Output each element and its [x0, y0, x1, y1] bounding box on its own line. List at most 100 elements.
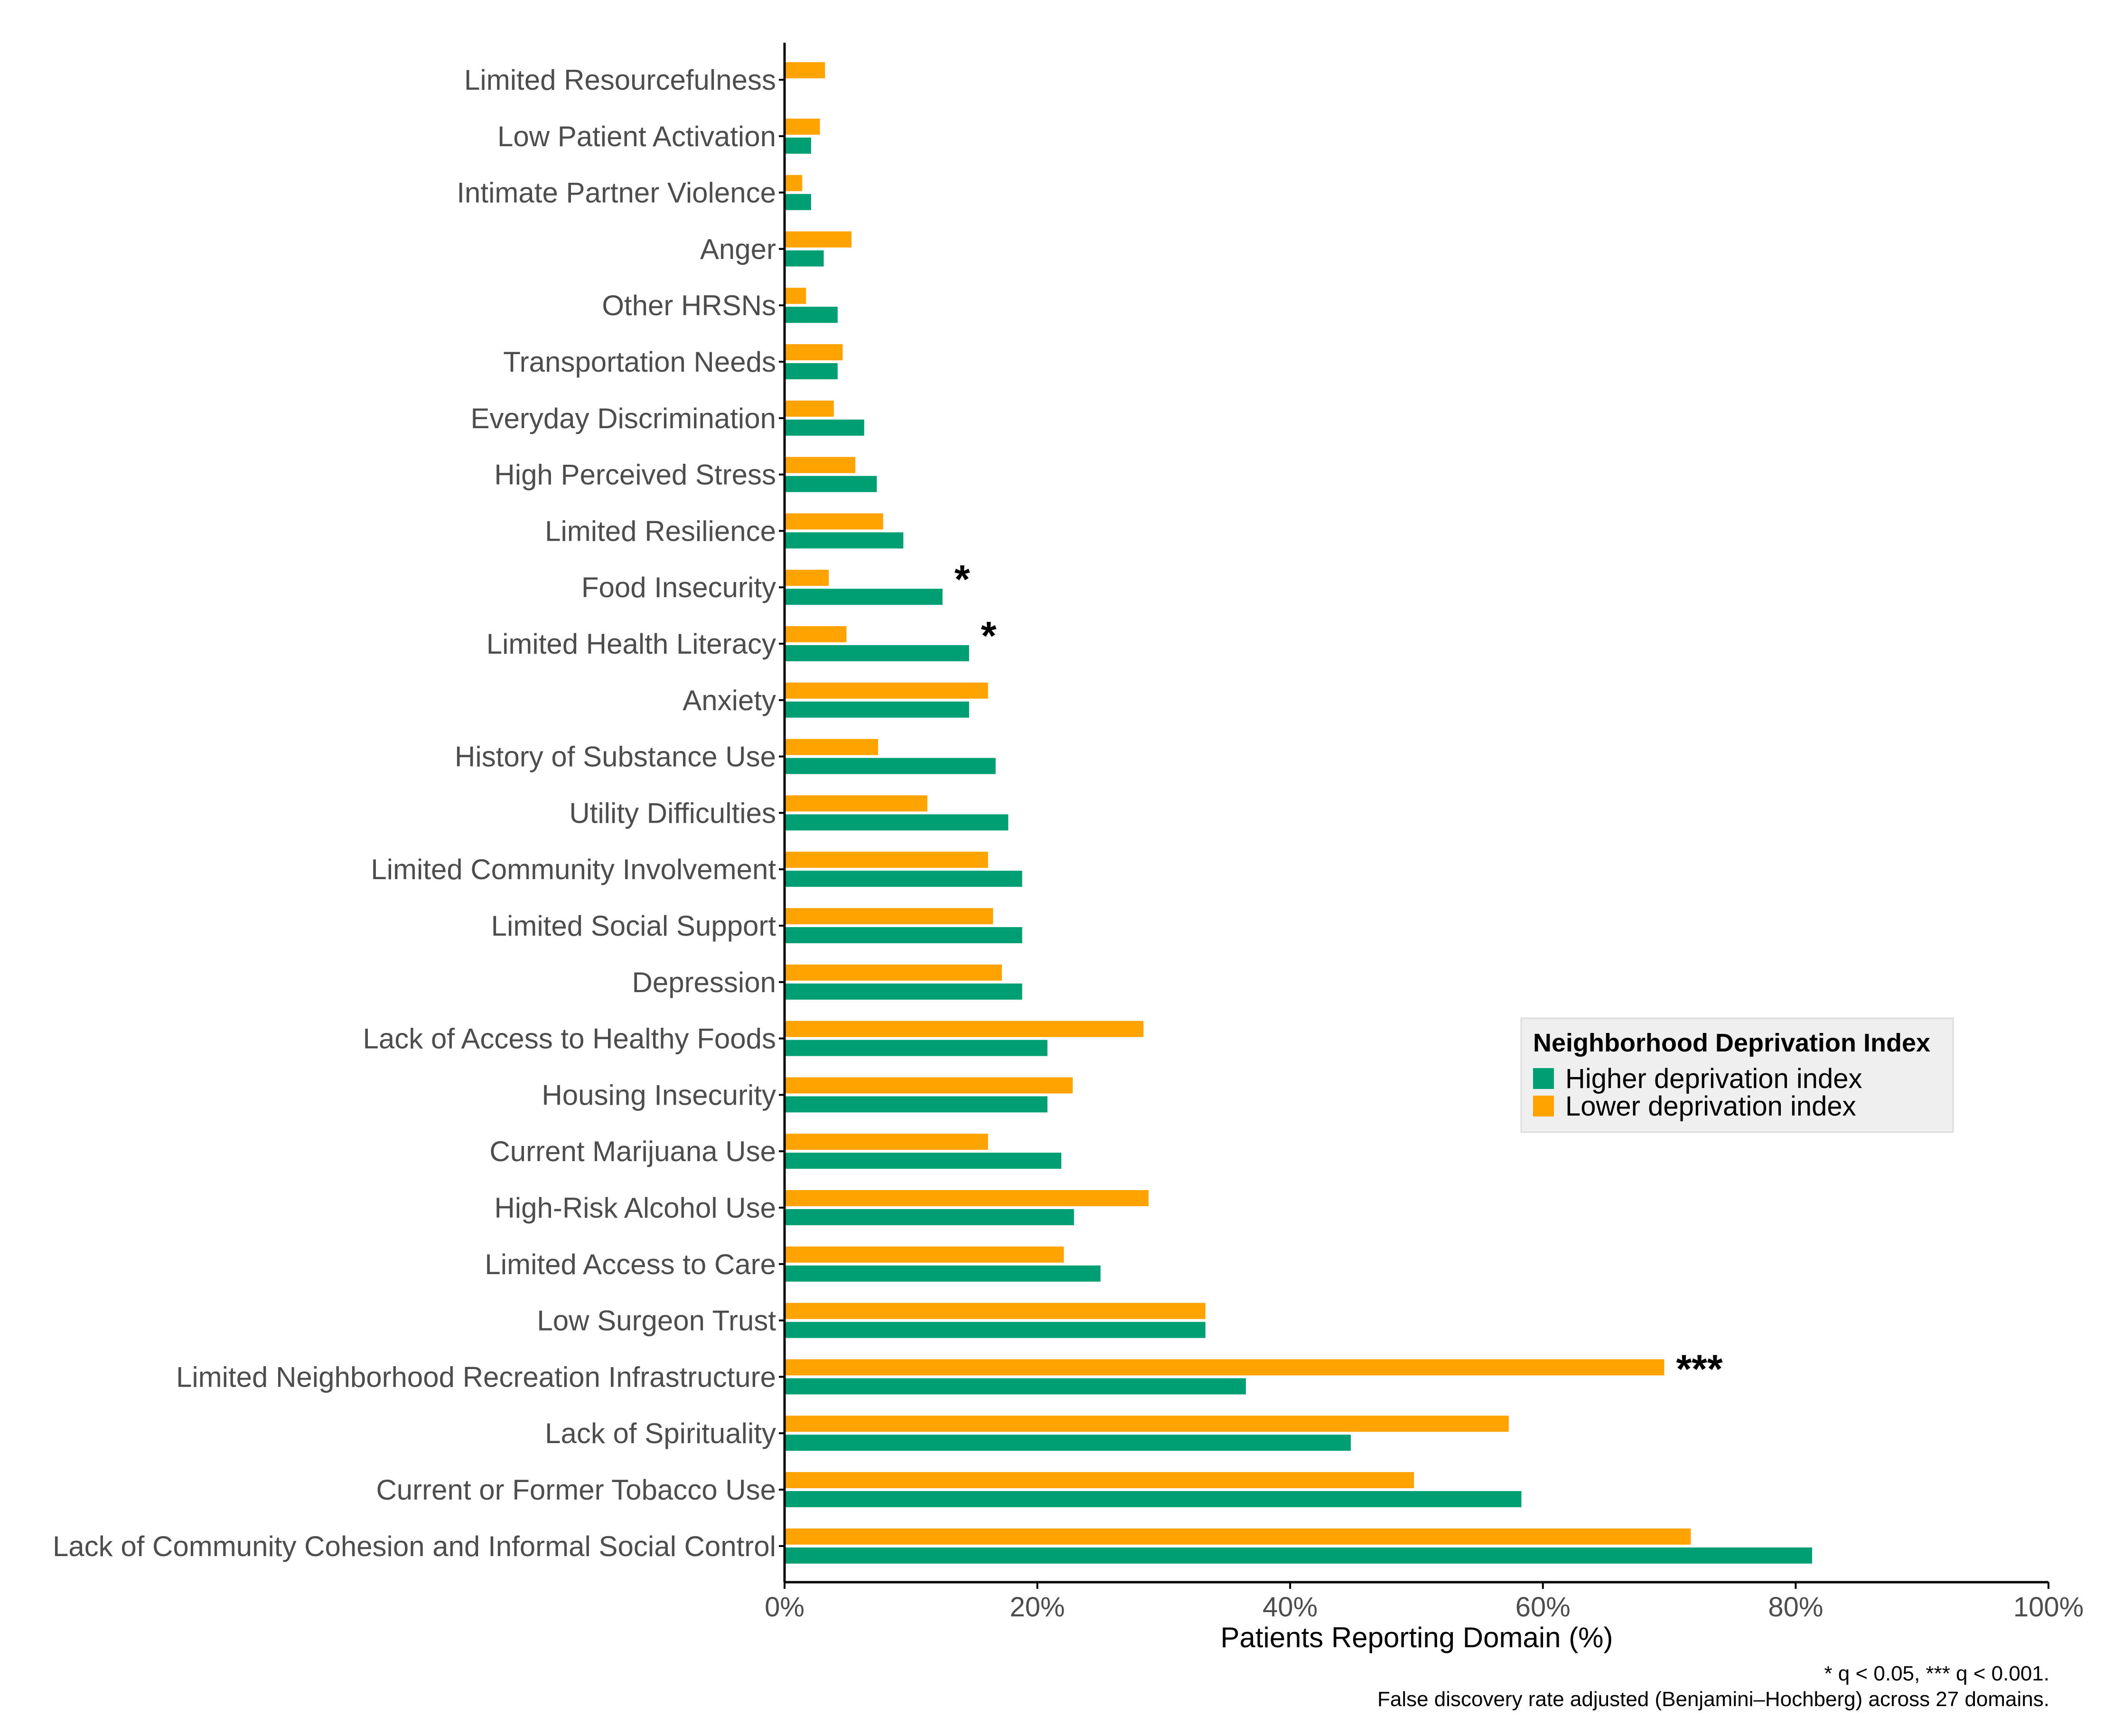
bar-lower-lack-of-spirituality: [785, 1416, 1509, 1432]
bar-higher-other-hrsns: [785, 307, 838, 323]
legend-label-lower: Lower deprivation index: [1565, 1091, 1856, 1122]
significance-mark-limited-health-literacy: *: [981, 613, 997, 658]
category-label-limited-neighborhood-recreation-infrastructure: Limited Neighborhood Recreation Infrastr…: [176, 1361, 776, 1393]
bar-higher-lack-of-access-to-healthy-foods: [785, 1040, 1047, 1056]
legend: Neighborhood Deprivation Index Higher de…: [1520, 1017, 1954, 1133]
category-label-everyday-discrimination: Everyday Discrimination: [470, 403, 776, 434]
bar-higher-limited-community-involvement: [785, 871, 1022, 887]
legend-swatch-higher: [1533, 1068, 1554, 1089]
category-label-low-patient-activation: Low Patient Activation: [497, 121, 776, 152]
bar-higher-limited-access-to-care: [785, 1265, 1101, 1282]
bar-lower-low-surgeon-trust: [785, 1303, 1206, 1319]
bar-higher-limited-neighborhood-recreation-infrastructure: [785, 1378, 1246, 1395]
bar-lower-current-marijuana-use: [785, 1134, 988, 1150]
footnote-fdr: False discovery rate adjusted (Benjamini…: [1377, 1688, 2049, 1711]
bar-lower-low-patient-activation: [785, 118, 820, 135]
bar-lower-depression: [785, 964, 1002, 981]
bar-higher-everyday-discrimination: [785, 419, 864, 436]
x-tick-label: 60%: [1515, 1592, 1571, 1623]
bar-lower-everyday-discrimination: [785, 400, 834, 417]
legend-box: [1520, 1017, 1954, 1133]
category-label-lack-of-community-cohesion-and-informal-social-control: Lack of Community Cohesion and Informal …: [53, 1530, 776, 1562]
bar-lower-current-or-former-tobacco-use: [785, 1472, 1414, 1488]
category-label-depression: Depression: [632, 967, 776, 998]
bar-lower-intimate-partner-violence: [785, 175, 803, 191]
x-tick-label: 20%: [1010, 1592, 1065, 1623]
legend-label-higher: Higher deprivation index: [1565, 1063, 1862, 1094]
footnote-significance: * q < 0.05, *** q < 0.001.: [1824, 1662, 2049, 1685]
legend-title: Neighborhood Deprivation Index: [1533, 1029, 1930, 1057]
category-label-limited-social-support: Limited Social Support: [491, 910, 776, 942]
category-label-housing-insecurity: Housing Insecurity: [542, 1079, 776, 1111]
bar-lower-lack-of-access-to-healthy-foods: [785, 1021, 1144, 1037]
bar-lower-housing-insecurity: [785, 1077, 1073, 1094]
bar-lower-utility-difficulties: [785, 795, 927, 812]
bar-lower-high-risk-alcohol-use: [785, 1190, 1149, 1206]
bar-lower-limited-resourcefulness: [785, 62, 825, 78]
bar-higher-current-or-former-tobacco-use: [785, 1491, 1522, 1507]
x-tick-label: 80%: [1768, 1592, 1823, 1623]
bar-lower-limited-social-support: [785, 908, 993, 924]
bar-higher-limited-social-support: [785, 927, 1022, 943]
category-label-limited-community-involvement: Limited Community Involvement: [371, 854, 776, 885]
bar-lower-limited-access-to-care: [785, 1246, 1064, 1263]
bar-higher-lack-of-spirituality: [785, 1435, 1351, 1451]
bar-higher-intimate-partner-violence: [785, 194, 811, 210]
bar-higher-anger: [785, 250, 824, 267]
bar-lower-food-insecurity: [785, 570, 829, 586]
bar-higher-anxiety: [785, 701, 969, 718]
category-label-anger: Anger: [700, 233, 776, 265]
x-tick-label: 100%: [2013, 1592, 2084, 1623]
bar-higher-housing-insecurity: [785, 1096, 1047, 1113]
bar-higher-utility-difficulties: [785, 814, 1009, 831]
bar-higher-limited-health-literacy: [785, 645, 969, 661]
bars: [785, 62, 1813, 1564]
significance-mark-food-insecurity: *: [954, 557, 970, 601]
category-label-anxiety: Anxiety: [683, 685, 776, 716]
bar-higher-low-surgeon-trust: [785, 1322, 1206, 1338]
category-label-utility-difficulties: Utility Difficulties: [569, 797, 776, 829]
x-tick-label: 0%: [765, 1592, 804, 1623]
x-tick-label: 40%: [1262, 1592, 1318, 1623]
bar-higher-lack-of-community-cohesion-and-informal-social-control: [785, 1547, 1813, 1564]
category-label-intimate-partner-violence: Intimate Partner Violence: [457, 177, 776, 209]
category-label-current-marijuana-use: Current Marijuana Use: [489, 1135, 776, 1167]
significance-mark-limited-neighborhood-recreation-infrastructure: ***: [1676, 1346, 1722, 1391]
category-label-transportation-needs: Transportation Needs: [503, 346, 776, 378]
bar-higher-high-risk-alcohol-use: [785, 1209, 1074, 1225]
bar-lower-lack-of-community-cohesion-and-informal-social-control: [785, 1528, 1691, 1545]
bar-lower-high-perceived-stress: [785, 457, 856, 473]
bar-higher-transportation-needs: [785, 363, 838, 379]
bar-lower-history-of-substance-use: [785, 739, 879, 755]
category-label-low-surgeon-trust: Low Surgeon Trust: [537, 1305, 776, 1337]
category-label-high-perceived-stress: High Perceived Stress: [494, 459, 776, 491]
bar-higher-history-of-substance-use: [785, 758, 996, 774]
category-label-limited-access-to-care: Limited Access to Care: [485, 1248, 776, 1280]
category-label-high-risk-alcohol-use: High-Risk Alcohol Use: [494, 1192, 776, 1224]
x-axis-title: Patients Reporting Domain (%): [1220, 1622, 1613, 1653]
bar-lower-other-hrsns: [785, 288, 806, 304]
bar-higher-high-perceived-stress: [785, 476, 877, 492]
category-label-limited-health-literacy: Limited Health Literacy: [486, 628, 776, 660]
category-label-other-hrsns: Other HRSNs: [602, 290, 776, 321]
bar-higher-current-marijuana-use: [785, 1153, 1062, 1169]
category-label-limited-resilience: Limited Resilience: [545, 515, 776, 547]
category-label-current-or-former-tobacco-use: Current or Former Tobacco Use: [376, 1474, 776, 1506]
bar-lower-limited-community-involvement: [785, 852, 988, 868]
bar-higher-depression: [785, 983, 1022, 1000]
x-axis-ticks: 0% 20% 40% 60% 80% 100%: [765, 1582, 2084, 1623]
bar-lower-limited-resilience: [785, 513, 883, 530]
category-label-lack-of-access-to-healthy-foods: Lack of Access to Healthy Foods: [363, 1023, 776, 1055]
bar-lower-transportation-needs: [785, 344, 843, 360]
category-labels: Limited Resourcefulness Low Patient Activ…: [53, 64, 785, 1562]
bar-higher-food-insecurity: [785, 589, 943, 605]
significance-marks: *****: [954, 557, 1723, 1391]
category-label-food-insecurity: Food Insecurity: [581, 572, 776, 603]
bar-lower-limited-neighborhood-recreation-infrastructure: [785, 1359, 1664, 1376]
category-label-limited-resourcefulness: Limited Resourcefulness: [464, 64, 776, 96]
bar-lower-anxiety: [785, 682, 988, 699]
bar-higher-limited-resilience: [785, 532, 904, 549]
bar-higher-low-patient-activation: [785, 137, 811, 154]
bar-lower-limited-health-literacy: [785, 626, 847, 642]
